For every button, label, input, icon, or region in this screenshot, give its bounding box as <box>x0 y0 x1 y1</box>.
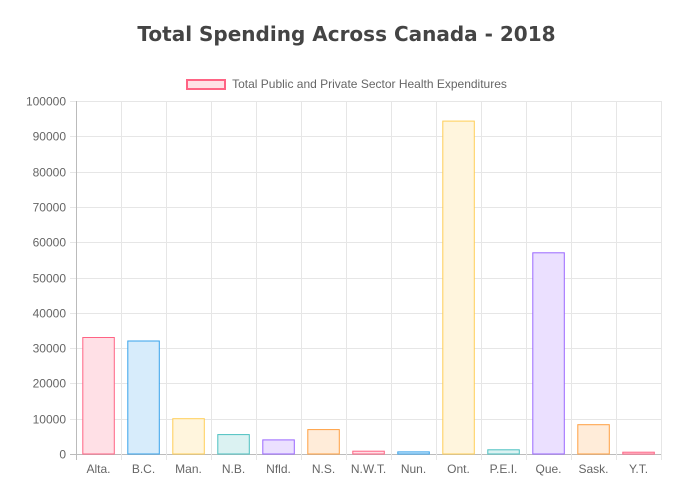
y-tick-label: 80000 <box>33 166 67 180</box>
y-tick-label: 70000 <box>33 201 67 215</box>
chart-title: Total Spending Across Canada - 2018 <box>137 22 556 46</box>
bar-nfld[interactable] <box>262 439 295 455</box>
x-tick-label: N.B. <box>222 462 245 476</box>
x-tick-label: Alta. <box>86 462 110 476</box>
y-tick-label: 100000 <box>26 95 66 109</box>
x-tick-label: Que. <box>535 462 561 476</box>
bar-alta[interactable] <box>82 337 115 455</box>
bar-pei[interactable] <box>487 449 520 455</box>
y-tick-label: 30000 <box>33 342 67 356</box>
y-axis: 0 10000 20000 30000 40000 50000 60000 70000 8000… <box>26 95 66 462</box>
legend-swatch <box>186 78 227 90</box>
bar-yt[interactable] <box>622 451 655 455</box>
x-tick-label: Nfld. <box>266 462 291 476</box>
x-tick-label: P.E.I. <box>490 462 518 476</box>
bar-que[interactable] <box>532 252 565 455</box>
x-tick-label: Nun. <box>401 462 426 476</box>
y-tick-label: 0 <box>59 448 66 462</box>
bar-nwt[interactable] <box>352 450 385 455</box>
bar-nb[interactable] <box>217 434 250 455</box>
x-tick-label: Man. <box>175 462 202 476</box>
y-tick-label: 90000 <box>33 130 67 144</box>
bar-man[interactable] <box>172 418 205 455</box>
legend[interactable]: Total Public and Private Sector Health E… <box>0 77 693 91</box>
y-tick-label: 40000 <box>33 307 67 321</box>
bar-nun[interactable] <box>397 451 430 455</box>
x-tick-label: Sask. <box>578 462 608 476</box>
x-tick-label: Y.T. <box>629 462 648 476</box>
legend-label: Total Public and Private Sector Health E… <box>232 77 507 91</box>
x-tick-label: B.C. <box>132 462 155 476</box>
x-tick-label: N.W.T. <box>351 462 386 476</box>
x-axis: Alta. B.C. Man. N.B. Nfld. N.S. N.W.T. Nun. Ont.… <box>86 462 648 476</box>
bar-bc[interactable] <box>127 340 160 455</box>
x-tick-label: N.S. <box>312 462 335 476</box>
bars <box>82 120 655 455</box>
bar-sask[interactable] <box>577 424 610 455</box>
y-tick-label: 20000 <box>33 377 67 391</box>
y-tick-label: 10000 <box>33 413 67 427</box>
bar-ont[interactable] <box>442 120 475 455</box>
x-tick-label: Ont. <box>447 462 470 476</box>
y-tick-label: 50000 <box>33 272 67 286</box>
bar-ns[interactable] <box>307 429 340 455</box>
y-tick-label: 60000 <box>33 236 67 250</box>
